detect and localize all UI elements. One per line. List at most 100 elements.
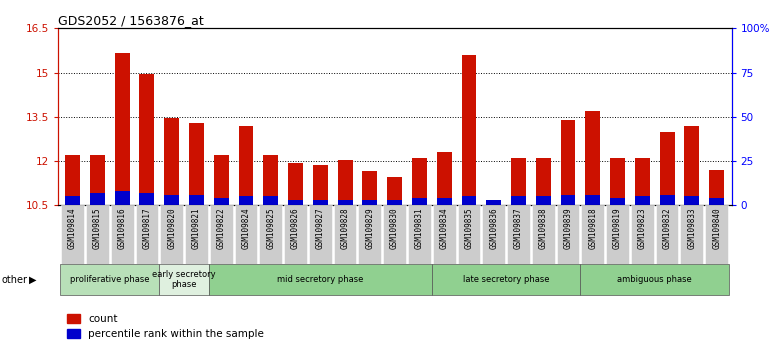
Bar bbox=[585, 195, 601, 205]
Bar bbox=[111, 205, 133, 264]
Bar bbox=[610, 158, 625, 205]
Bar bbox=[681, 205, 703, 264]
Bar bbox=[359, 205, 381, 264]
Text: GSM109830: GSM109830 bbox=[390, 207, 399, 249]
Bar bbox=[363, 171, 377, 205]
Bar bbox=[164, 118, 179, 205]
Bar bbox=[214, 155, 229, 205]
Bar bbox=[263, 155, 278, 205]
Text: GSM109824: GSM109824 bbox=[242, 207, 250, 249]
Bar bbox=[185, 205, 208, 264]
Text: GSM109815: GSM109815 bbox=[93, 207, 102, 249]
Bar bbox=[160, 205, 183, 264]
Bar bbox=[557, 205, 579, 264]
Bar bbox=[536, 196, 551, 205]
Bar bbox=[210, 205, 233, 264]
Bar bbox=[333, 205, 357, 264]
Bar bbox=[709, 198, 724, 205]
Text: GSM109832: GSM109832 bbox=[663, 207, 671, 249]
Bar bbox=[284, 205, 307, 264]
Text: GSM109836: GSM109836 bbox=[489, 207, 498, 249]
Text: GSM109814: GSM109814 bbox=[68, 207, 77, 249]
Bar bbox=[412, 158, 427, 205]
Bar bbox=[408, 205, 430, 264]
Bar bbox=[263, 196, 278, 205]
Bar bbox=[239, 196, 253, 205]
Text: GSM109833: GSM109833 bbox=[688, 207, 696, 249]
Bar bbox=[635, 158, 650, 205]
Bar bbox=[259, 205, 282, 264]
Text: GSM109837: GSM109837 bbox=[514, 207, 523, 249]
Bar bbox=[239, 126, 253, 205]
Text: GSM109828: GSM109828 bbox=[340, 207, 350, 249]
Bar bbox=[288, 162, 303, 205]
Bar bbox=[606, 205, 629, 264]
Bar bbox=[581, 264, 729, 295]
Bar bbox=[457, 205, 480, 264]
Text: GSM109821: GSM109821 bbox=[192, 207, 201, 249]
Bar bbox=[610, 198, 625, 205]
Bar bbox=[507, 205, 530, 264]
Bar bbox=[532, 205, 554, 264]
Bar bbox=[189, 195, 204, 205]
Bar bbox=[65, 196, 80, 205]
Text: GSM109823: GSM109823 bbox=[638, 207, 647, 249]
Text: early secretory
phase: early secretory phase bbox=[152, 270, 216, 289]
Bar bbox=[62, 205, 84, 264]
Bar bbox=[660, 195, 675, 205]
Bar bbox=[487, 200, 501, 205]
Bar bbox=[313, 166, 328, 205]
Bar bbox=[631, 205, 654, 264]
Text: GSM109818: GSM109818 bbox=[588, 207, 598, 249]
Text: GSM109840: GSM109840 bbox=[712, 207, 721, 249]
Text: GSM109839: GSM109839 bbox=[564, 207, 573, 249]
Bar bbox=[635, 196, 650, 205]
Bar bbox=[139, 193, 154, 205]
Text: GSM109816: GSM109816 bbox=[118, 207, 126, 249]
Bar bbox=[482, 205, 505, 264]
Text: GSM109826: GSM109826 bbox=[291, 207, 300, 249]
Bar bbox=[115, 53, 129, 205]
Bar bbox=[656, 205, 678, 264]
Text: GSM109822: GSM109822 bbox=[216, 207, 226, 249]
Bar bbox=[338, 200, 353, 205]
Bar bbox=[338, 160, 353, 205]
Bar bbox=[709, 170, 724, 205]
Bar bbox=[536, 158, 551, 205]
Bar bbox=[383, 205, 406, 264]
Bar bbox=[60, 264, 159, 295]
Bar bbox=[511, 196, 526, 205]
Bar bbox=[313, 200, 328, 205]
Text: other: other bbox=[2, 275, 28, 285]
Bar bbox=[660, 132, 675, 205]
Bar bbox=[487, 202, 501, 205]
Bar bbox=[65, 155, 80, 205]
Text: GSM109817: GSM109817 bbox=[142, 207, 152, 249]
Text: GSM109819: GSM109819 bbox=[613, 207, 622, 249]
Text: GSM109827: GSM109827 bbox=[316, 207, 325, 249]
Text: GSM109829: GSM109829 bbox=[365, 207, 374, 249]
Text: ambiguous phase: ambiguous phase bbox=[618, 275, 692, 284]
Bar bbox=[139, 74, 154, 205]
Bar bbox=[561, 195, 575, 205]
Bar bbox=[136, 205, 159, 264]
Bar bbox=[705, 205, 728, 264]
Bar bbox=[432, 264, 581, 295]
Bar bbox=[685, 196, 699, 205]
Text: late secretory phase: late secretory phase bbox=[463, 275, 549, 284]
Bar bbox=[461, 55, 477, 205]
Text: GSM109831: GSM109831 bbox=[415, 207, 424, 249]
Text: proliferative phase: proliferative phase bbox=[70, 275, 149, 284]
Text: GDS2052 / 1563876_at: GDS2052 / 1563876_at bbox=[58, 14, 203, 27]
Bar bbox=[90, 155, 105, 205]
Bar bbox=[90, 193, 105, 205]
Bar bbox=[288, 200, 303, 205]
Text: GSM109834: GSM109834 bbox=[440, 207, 449, 249]
Text: GSM109820: GSM109820 bbox=[167, 207, 176, 249]
Bar bbox=[235, 205, 257, 264]
Bar bbox=[164, 195, 179, 205]
Legend: count, percentile rank within the sample: count, percentile rank within the sample bbox=[63, 310, 268, 343]
Bar bbox=[387, 200, 402, 205]
Bar bbox=[581, 205, 604, 264]
Text: GSM109825: GSM109825 bbox=[266, 207, 275, 249]
